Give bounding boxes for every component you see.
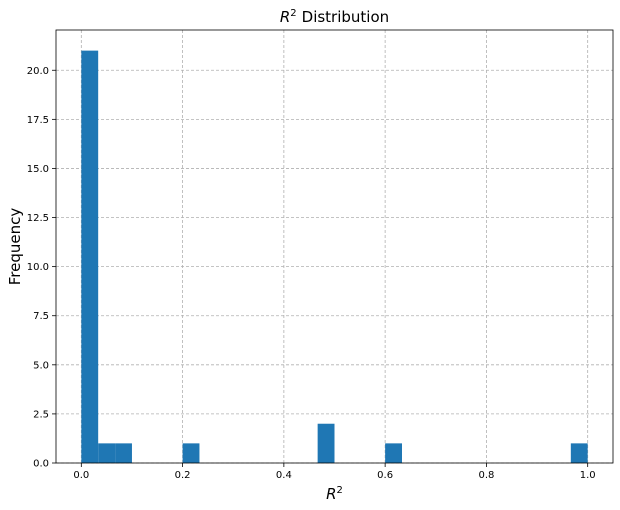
- x-axis-label: R2: [326, 485, 343, 503]
- y-axis-ticks: 0.0 2.5 5.0 7.5 10.0 12.5 15.0 17.5 20.0: [27, 66, 56, 470]
- histogram-bar: [115, 443, 132, 463]
- x-label-math-superscript: 2: [337, 485, 343, 496]
- y-tick-label: 0.0: [33, 459, 49, 470]
- x-axis-ticks: 0.0 0.2 0.4 0.6 0.8 1.0: [73, 463, 596, 481]
- histogram-bar: [385, 443, 402, 463]
- x-tick-label: 0.0: [73, 470, 89, 481]
- grid: [56, 30, 613, 464]
- x-tick-label: 1.0: [580, 470, 596, 481]
- y-tick-label: 7.5: [33, 311, 49, 322]
- y-tick-label: 12.5: [27, 213, 49, 224]
- x-label-math-symbol: R: [326, 485, 336, 503]
- bars: [81, 50, 588, 463]
- title-math-superscript: 2: [290, 8, 296, 19]
- x-tick-label: 0.2: [175, 470, 191, 481]
- y-tick-label: 2.5: [33, 409, 49, 420]
- histogram-bar: [570, 443, 588, 463]
- title-math-symbol: R: [280, 8, 290, 26]
- title-text: Distribution: [302, 8, 390, 26]
- y-tick-label: 15.0: [27, 164, 49, 175]
- histogram-bar: [98, 443, 116, 463]
- x-tick-label: 0.4: [276, 470, 292, 481]
- y-tick-label: 20.0: [27, 66, 49, 77]
- y-tick-label: 17.5: [27, 115, 49, 126]
- y-tick-label: 5.0: [33, 360, 49, 371]
- x-tick-label: 0.8: [478, 470, 494, 481]
- histogram-bar: [81, 50, 99, 463]
- x-tick-label: 0.6: [377, 470, 393, 481]
- plot-frame: [55, 29, 614, 464]
- histogram-bar: [182, 443, 200, 463]
- y-axis-label: Frequency: [6, 208, 24, 286]
- chart-title: R2 Distribution: [280, 8, 389, 26]
- y-tick-label: 10.0: [27, 262, 49, 273]
- histogram-bar: [317, 423, 335, 463]
